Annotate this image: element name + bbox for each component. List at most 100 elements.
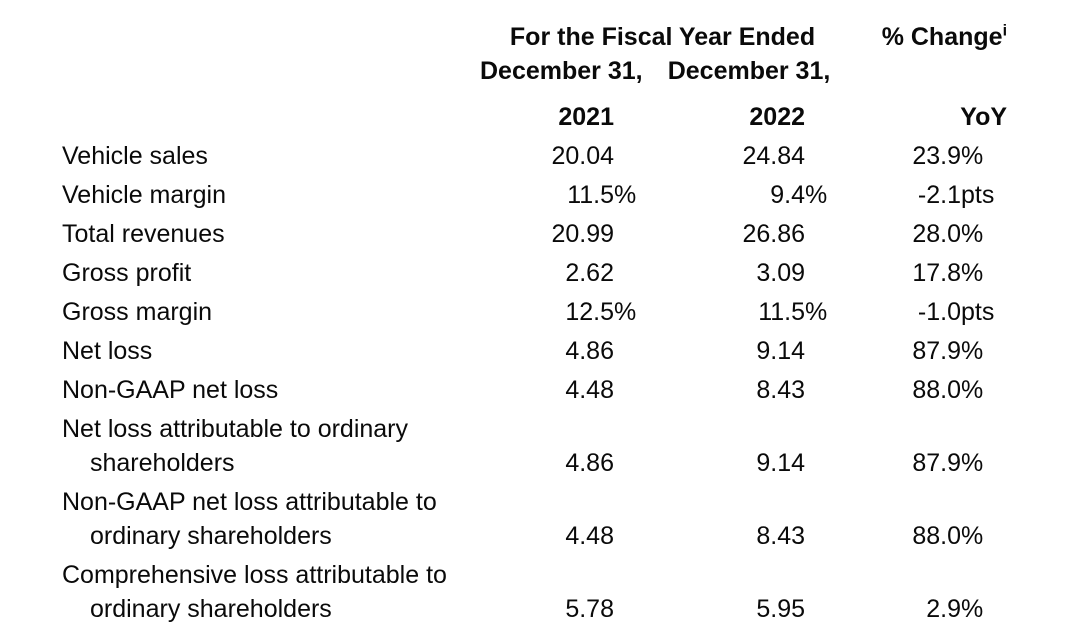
value-2021: 4.86: [440, 407, 640, 480]
value-2021: 20.04: [440, 134, 640, 173]
row-label: Non-GAAP net loss: [0, 368, 440, 407]
row-label: Gross margin: [0, 290, 440, 329]
row-label-text: Non-GAAP net loss: [62, 376, 279, 404]
value-2022: 8.43: [640, 368, 831, 407]
row-label-text2: ordinary shareholders: [90, 522, 332, 550]
value-yoy: 88.0%: [831, 480, 1007, 553]
value-yoy: 23.9%: [831, 134, 1007, 173]
value-suffix: %: [805, 181, 828, 209]
value-yoy: 28.0%: [831, 212, 1007, 251]
row-label-text: Net loss attributable to ordinary: [62, 415, 409, 443]
header-row-years: 2021 2022 YoY: [0, 88, 1007, 134]
value-2022: 3.09: [640, 251, 831, 290]
value-yoy: 2.9%: [831, 553, 1007, 626]
row-label-text: Vehicle sales: [62, 142, 208, 170]
value-num: 4.48: [565, 376, 614, 404]
value-suffix: %: [961, 220, 984, 248]
value-2022: 9.4%: [640, 173, 831, 212]
value-2022: 5.95: [640, 553, 831, 626]
row-label-text: Net loss: [62, 337, 153, 365]
value-suffix: %: [614, 298, 637, 326]
value-2021: 4.48: [440, 480, 640, 553]
value-num: 2.9: [926, 595, 962, 623]
header-spacer: [0, 0, 440, 54]
value-num: 12.5: [565, 298, 614, 326]
value-num: -2.1: [917, 181, 962, 209]
value-suffix: pts: [961, 298, 995, 326]
row-label-text: Non-GAAP net loss attributable to: [62, 488, 437, 516]
value-2021: 4.48: [440, 368, 640, 407]
header-spacer: [0, 54, 440, 88]
value-2022: 26.86: [640, 212, 831, 251]
value-suffix: %: [805, 298, 828, 326]
value-2022: 8.43: [640, 480, 831, 553]
value-num: 3.09: [756, 259, 806, 287]
table-row: Non-GAAP net loss attributable to ordinar…: [0, 480, 1007, 553]
value-2022: 11.5%: [640, 290, 831, 329]
value-num: 5.78: [565, 595, 614, 623]
table-row: Total revenues 20.99 26.86 28.0%: [0, 212, 1007, 251]
value-suffix: pts: [961, 181, 995, 209]
row-label: Gross profit: [0, 251, 440, 290]
value-suffix: %: [961, 449, 984, 477]
value-yoy: 87.9%: [831, 329, 1007, 368]
value-num: 26.86: [742, 220, 806, 248]
table-row: Vehicle margin 11.5% 9.4% -2.1 pts: [0, 173, 1007, 212]
value-num: 11.5: [758, 298, 806, 326]
value-suffix: %: [961, 595, 984, 623]
row-label: Non-GAAP net loss attributable to ordinar…: [0, 480, 440, 553]
value-num: 88.0: [912, 376, 962, 404]
table-row: Net loss attributable to ordinary shareho…: [0, 407, 1007, 480]
value-num: 11.5: [567, 181, 614, 209]
value-suffix: %: [961, 376, 984, 404]
header-spacer: [831, 54, 1007, 88]
value-2021: 2.62: [440, 251, 640, 290]
fiscal-year-ended-header: For the Fiscal Year Ended: [440, 0, 831, 54]
pct-change-header: % Changei: [831, 0, 1007, 54]
value-suffix: %: [961, 259, 984, 287]
row-label-text2: shareholders: [90, 449, 235, 477]
table-row: Gross margin 12.5% 11.5% -1.0 pts: [0, 290, 1007, 329]
value-2022: 24.84: [640, 134, 831, 173]
value-num: 9.14: [756, 449, 806, 477]
value-num: 28.0: [912, 220, 962, 248]
row-label-text: Vehicle margin: [62, 181, 226, 209]
row-label-text: Comprehensive loss attributable to: [62, 561, 447, 589]
value-yoy: 17.8%: [831, 251, 1007, 290]
row-label: Vehicle sales: [0, 134, 440, 173]
date-header-2021: December 31,: [480, 57, 643, 85]
value-yoy: 88.0%: [831, 368, 1007, 407]
value-num: 20.99: [551, 220, 614, 248]
value-num: 9.14: [756, 337, 806, 365]
header-row-dates: December 31, December 31,: [0, 54, 1007, 88]
value-2021: 4.86: [440, 329, 640, 368]
value-num: 20.04: [551, 142, 614, 170]
value-num: 87.9: [912, 337, 962, 365]
date-header-2022: December 31,: [667, 57, 831, 85]
value-2021: 12.5%: [440, 290, 640, 329]
footnote-marker: i: [1002, 22, 1008, 40]
row-label: Net loss: [0, 329, 440, 368]
value-yoy: -2.1 pts: [831, 173, 1007, 212]
value-num: 5.95: [756, 595, 806, 623]
table-row: Vehicle sales 20.04 24.84 23.9%: [0, 134, 1007, 173]
value-suffix: %: [961, 522, 984, 550]
value-num: 88.0: [912, 522, 962, 550]
table-row: Non-GAAP net loss 4.48 8.43 88.0%: [0, 368, 1007, 407]
value-suffix: %: [614, 181, 637, 209]
value-yoy: 87.9%: [831, 407, 1007, 480]
header-spacer: [0, 88, 440, 134]
financial-table: For the Fiscal Year Ended % Changei Dece…: [0, 0, 1007, 626]
value-num: 4.86: [565, 337, 614, 365]
year-header-2022: 2022: [749, 103, 806, 131]
row-label: Comprehensive loss attributable to ordina…: [0, 553, 447, 626]
row-label-text: Gross profit: [62, 259, 192, 287]
value-num: 2.62: [565, 259, 614, 287]
yoy-header: YoY: [960, 103, 1008, 131]
value-yoy: -1.0 pts: [831, 290, 1007, 329]
row-label: Net loss attributable to ordinary shareho…: [0, 407, 440, 480]
value-num: 24.84: [742, 142, 806, 170]
value-num: 17.8: [912, 259, 962, 287]
row-label-text2: ordinary shareholders: [90, 595, 332, 623]
value-2021: 11.5%: [440, 173, 640, 212]
